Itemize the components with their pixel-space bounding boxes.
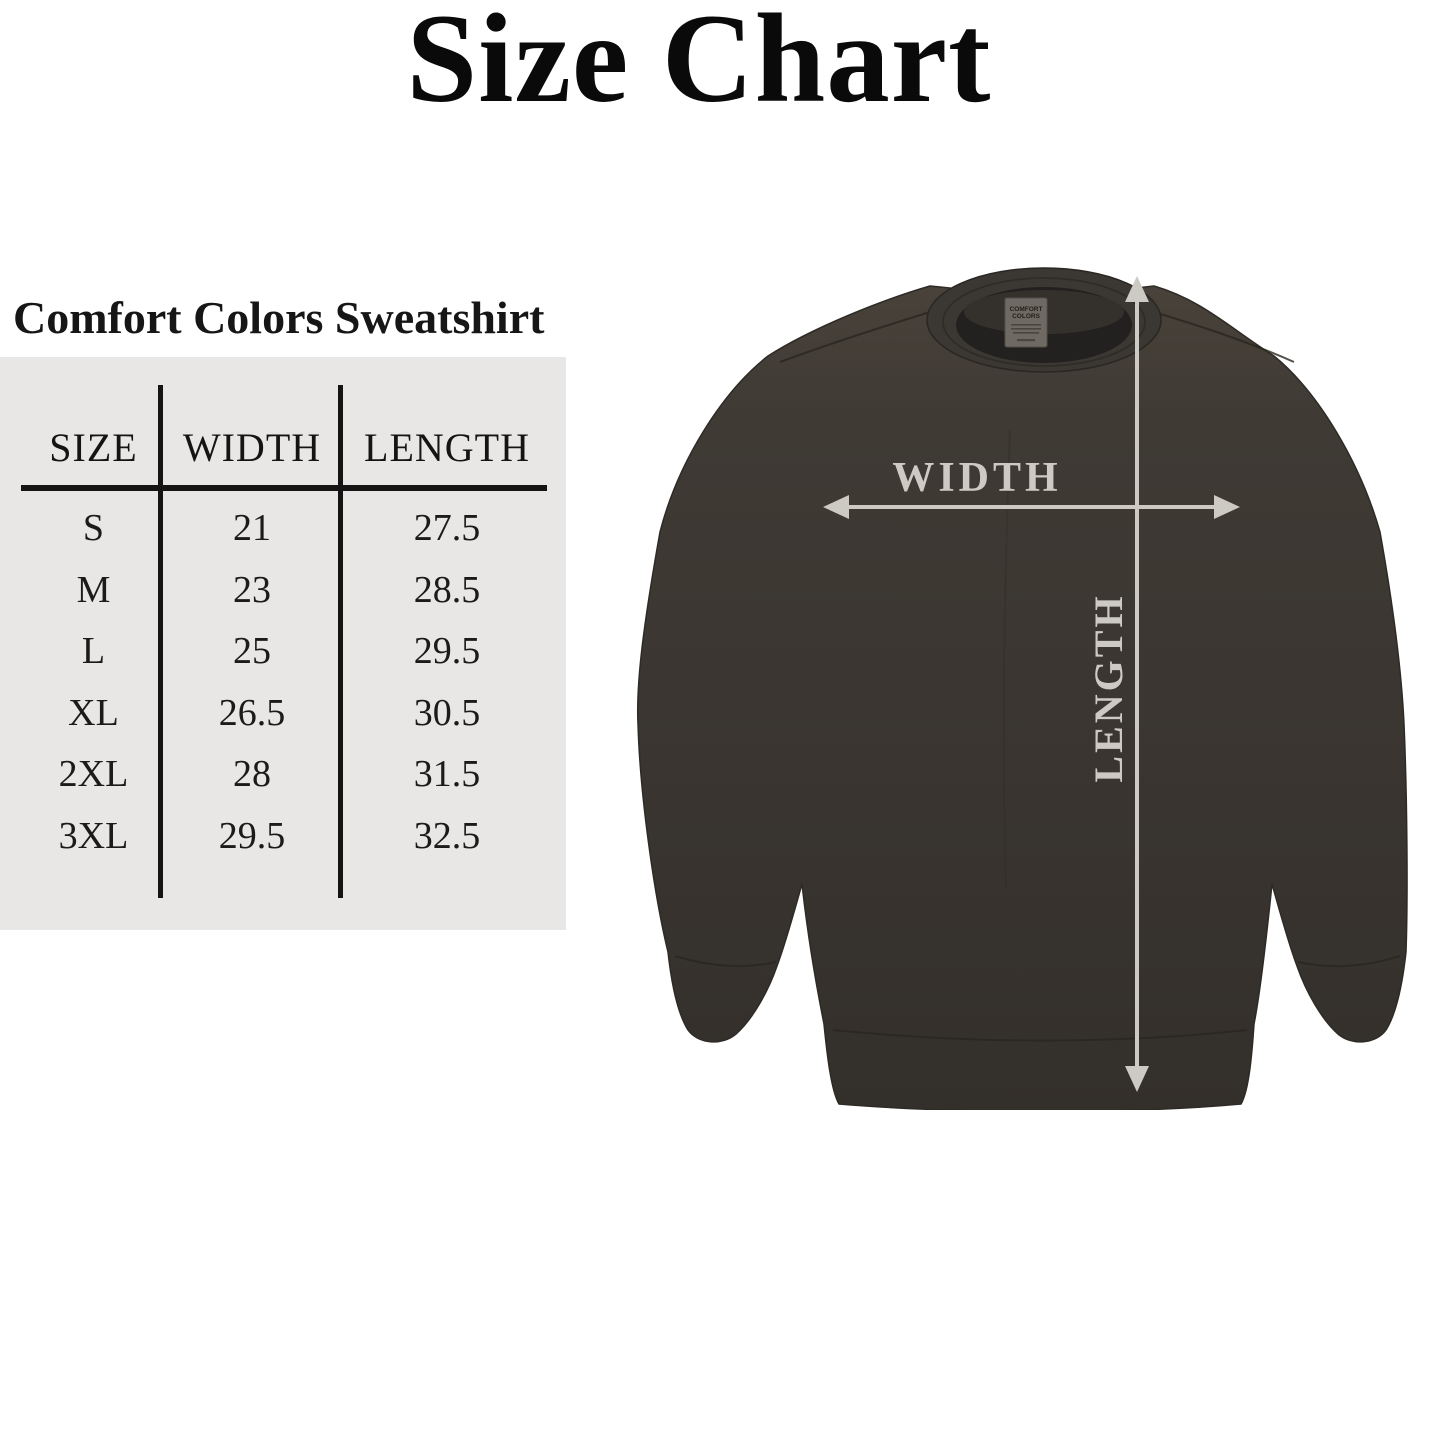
- center-crease: [1002, 429, 1011, 891]
- size-cell: S: [82, 507, 105, 549]
- width-arrow: [823, 495, 1240, 519]
- table-row: S 21 27.5: [0, 497, 566, 559]
- length-arrowhead-top: [1125, 276, 1149, 302]
- size-cell: 3XL: [58, 815, 129, 857]
- length-cell: 32.5: [413, 815, 481, 857]
- width-cell: 29.5: [218, 815, 286, 857]
- table-header-row: SIZE WIDTH LENGTH: [0, 417, 566, 479]
- seam-lines: [674, 311, 1401, 1042]
- length-cell: 31.5: [413, 753, 481, 795]
- width-arrowhead-right: [1214, 495, 1240, 519]
- size-cell: M: [76, 569, 111, 611]
- column-header-size: SIZE: [49, 425, 138, 470]
- size-cell: 2XL: [58, 753, 129, 795]
- table-column-divider-2: [338, 385, 343, 898]
- size-table-panel: SIZE WIDTH LENGTH S 21 27.5 M 23 28.5 L …: [0, 357, 566, 930]
- length-label: LENGTH: [1086, 593, 1131, 782]
- page-title: Size Chart: [406, 0, 992, 129]
- table-row: 2XL 28 31.5: [0, 743, 566, 805]
- width-cell: 25: [233, 630, 271, 672]
- column-header-width: WIDTH: [182, 425, 322, 470]
- collar-seam: [942, 277, 1146, 367]
- width-arrowhead-left: [823, 495, 849, 519]
- table-row: XL 26.5 30.5: [0, 682, 566, 744]
- length-cell: 27.5: [413, 507, 481, 549]
- neck-tag-brand-line1: COMFORT: [1010, 306, 1043, 313]
- width-cell: 21: [233, 507, 271, 549]
- neck-tag-brand-line2: COLORS: [1012, 313, 1040, 320]
- left-yoke-seam: [779, 311, 931, 363]
- measurement-annotations: WIDTH LENGTH: [823, 276, 1240, 1092]
- neck-tag-fabric: [1004, 297, 1048, 348]
- table-column-divider-1: [158, 385, 163, 898]
- table-row: 3XL 29.5 32.5: [0, 805, 566, 867]
- table-header-rule: [21, 485, 547, 491]
- sweatshirt-illustration: COMFORT COLORS WIDTH LENGTH: [636, 267, 1408, 1113]
- length-cell: 30.5: [413, 692, 481, 734]
- width-cell: 26.5: [218, 692, 286, 734]
- product-heading: Comfort Colors Sweatshirt: [13, 292, 545, 343]
- table-row: M 23 28.5: [0, 559, 566, 621]
- left-cuff-seam: [674, 955, 777, 968]
- table-row: L 25 29.5: [0, 620, 566, 682]
- neck-tag: COMFORT COLORS: [1004, 297, 1048, 348]
- size-cell: XL: [68, 692, 119, 734]
- right-cuff-seam: [1297, 955, 1401, 968]
- width-cell: 28: [233, 753, 271, 795]
- length-arrowhead-bottom: [1125, 1066, 1149, 1092]
- width-cell: 23: [233, 569, 271, 611]
- sweatshirt-diagram: COMFORT COLORS WIDTH LENGTH: [630, 250, 1410, 1113]
- length-cell: 28.5: [413, 569, 481, 611]
- neck-tag-fine-print: [1011, 324, 1041, 342]
- length-arrow: [1125, 276, 1149, 1092]
- sweatshirt-body: [636, 285, 1408, 1113]
- width-label: WIDTH: [892, 455, 1061, 501]
- size-cell: L: [81, 630, 106, 672]
- column-header-length: LENGTH: [364, 425, 530, 470]
- right-yoke-seam: [1153, 311, 1295, 363]
- hem-seam: [832, 1029, 1248, 1042]
- length-cell: 29.5: [413, 630, 481, 672]
